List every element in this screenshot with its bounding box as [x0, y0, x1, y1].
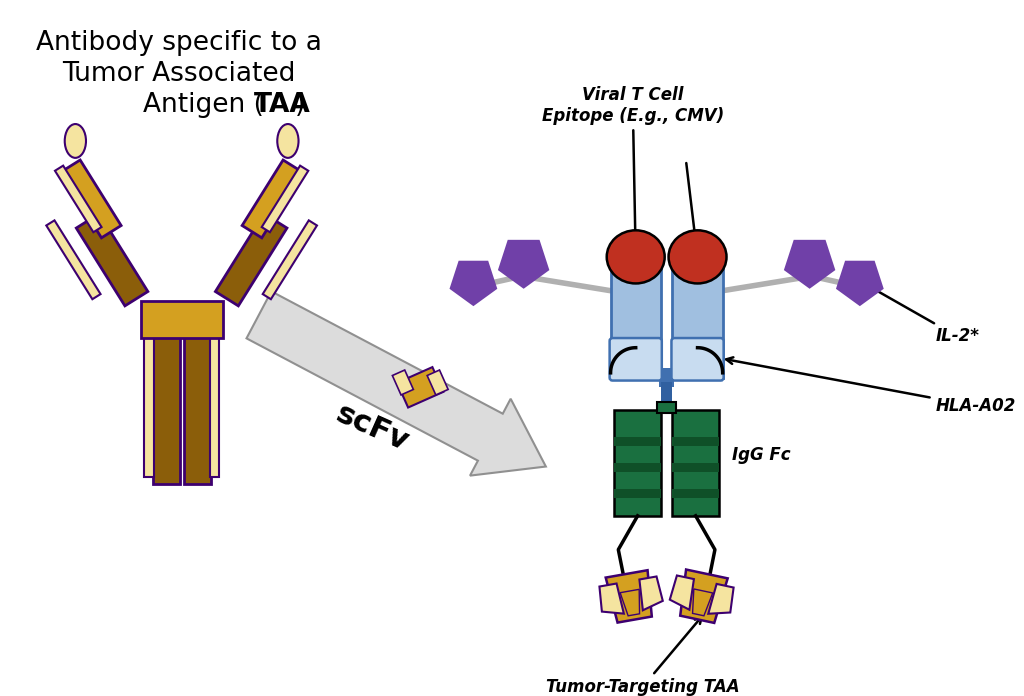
Bar	[614, 436, 660, 446]
Polygon shape	[76, 214, 147, 306]
Text: Viral T Cell
Epitope (E.g., CMV): Viral T Cell Epitope (E.g., CMV)	[542, 86, 724, 251]
Polygon shape	[242, 160, 303, 238]
Text: scFv: scFv	[331, 399, 413, 457]
Polygon shape	[639, 576, 663, 610]
Text: ): )	[295, 92, 305, 118]
Polygon shape	[614, 409, 660, 516]
Polygon shape	[60, 160, 121, 238]
Ellipse shape	[278, 124, 299, 158]
FancyArrow shape	[247, 292, 546, 475]
Polygon shape	[210, 327, 219, 477]
Bar	[658, 368, 675, 387]
Bar	[657, 402, 676, 413]
Text: IgG Fc: IgG Fc	[732, 446, 791, 464]
Ellipse shape	[65, 124, 86, 158]
Polygon shape	[606, 570, 652, 623]
Polygon shape	[621, 590, 640, 616]
Ellipse shape	[669, 230, 726, 283]
Bar	[614, 489, 660, 498]
Polygon shape	[262, 166, 308, 232]
Polygon shape	[153, 319, 179, 484]
Bar	[673, 489, 719, 498]
Polygon shape	[183, 319, 211, 484]
Polygon shape	[673, 262, 723, 378]
Polygon shape	[692, 589, 713, 616]
Text: TAA: TAA	[254, 92, 311, 118]
Polygon shape	[680, 569, 728, 623]
Polygon shape	[673, 409, 719, 516]
Polygon shape	[392, 370, 414, 395]
Polygon shape	[670, 576, 694, 610]
FancyBboxPatch shape	[609, 338, 662, 381]
Polygon shape	[144, 327, 154, 477]
Polygon shape	[784, 240, 836, 289]
Bar	[660, 383, 673, 409]
Text: Tumor Associated: Tumor Associated	[62, 61, 295, 87]
Polygon shape	[427, 370, 449, 395]
Polygon shape	[599, 583, 624, 614]
Text: IL-2*: IL-2*	[864, 284, 979, 345]
Polygon shape	[263, 221, 317, 299]
Text: Tumor-Targeting TAA: Tumor-Targeting TAA	[546, 617, 739, 696]
Text: Antigen (: Antigen (	[143, 92, 264, 118]
Polygon shape	[450, 261, 498, 306]
Polygon shape	[498, 240, 549, 289]
Polygon shape	[836, 261, 884, 306]
Polygon shape	[610, 262, 660, 378]
Bar	[673, 436, 719, 446]
Text: Antibody specific to a: Antibody specific to a	[36, 30, 322, 56]
Polygon shape	[215, 214, 287, 306]
Bar	[614, 463, 660, 473]
Text: HLA-A02: HLA-A02	[726, 357, 1016, 415]
Bar	[673, 463, 719, 473]
Polygon shape	[55, 166, 101, 232]
Polygon shape	[397, 367, 443, 408]
Polygon shape	[46, 221, 100, 299]
FancyBboxPatch shape	[672, 338, 724, 381]
Polygon shape	[140, 301, 222, 338]
Polygon shape	[709, 584, 733, 614]
Ellipse shape	[607, 230, 665, 283]
